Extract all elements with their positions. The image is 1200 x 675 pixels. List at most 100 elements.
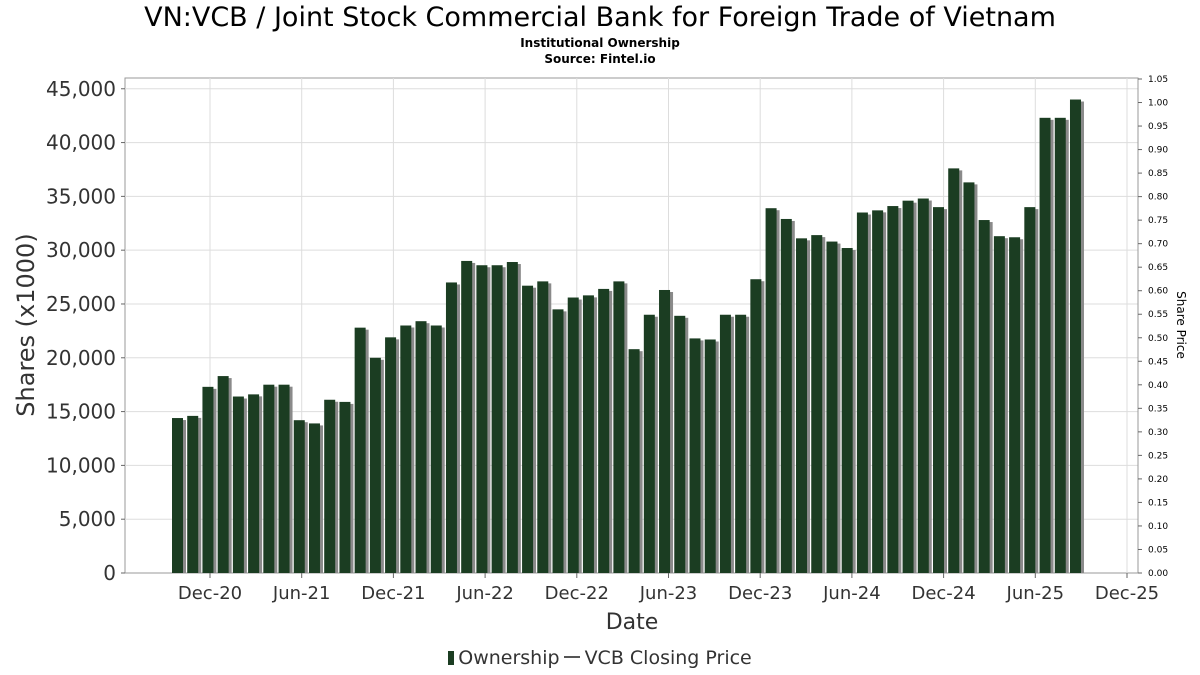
ownership-bar [750, 279, 762, 573]
ownership-bar [993, 236, 1005, 573]
x-tick-label: Dec-22 [545, 583, 609, 604]
ownership-bar [476, 265, 488, 573]
ownership-bar [445, 282, 457, 573]
ownership-bar [567, 297, 579, 573]
y2-tick-label: 0.45 [1148, 357, 1168, 367]
x-tick-label: Jun-22 [455, 583, 514, 604]
ownership-bar [613, 281, 625, 573]
ownership-bar [354, 327, 366, 573]
ownership-bar [232, 396, 244, 573]
ownership-bar [400, 325, 412, 573]
ownership-bar [856, 212, 868, 573]
ownership-bar [826, 241, 838, 573]
ownership-bar [1054, 117, 1066, 573]
ownership-bar [369, 357, 381, 573]
ownership-bar [735, 314, 747, 573]
y2-tick-label: 0.70 [1148, 240, 1168, 250]
y-tick-label: 35,000 [46, 184, 116, 208]
ownership-bar [628, 349, 640, 573]
ownership-bar [172, 418, 183, 573]
ownership-bar [506, 262, 518, 573]
ownership-bar [948, 168, 960, 574]
x-tick-label: Jun-23 [639, 583, 698, 604]
ownership-bar [293, 420, 305, 573]
y-tick-label: 20,000 [46, 346, 116, 370]
ownership-bar [887, 206, 899, 573]
ownership-bar [719, 314, 731, 573]
y2-tick-label: 1.05 [1148, 75, 1168, 85]
ownership-bar [917, 198, 929, 574]
ownership-bar [537, 281, 549, 573]
y2-tick-label: 0.80 [1148, 193, 1168, 203]
ownership-bar [1039, 117, 1051, 573]
y2-tick-label: 0.55 [1148, 310, 1168, 320]
y2-tick-label: 0.85 [1148, 169, 1168, 179]
y2-tick-label: 0.75 [1148, 216, 1168, 226]
x-tick-label: Jun-25 [1006, 583, 1065, 604]
ownership-bar [187, 415, 199, 573]
ownership-bar [491, 265, 503, 573]
y2-tick-label: 0.35 [1148, 404, 1168, 414]
y2-tick-label: 0.05 [1148, 545, 1168, 555]
y-tick-label: 30,000 [46, 238, 116, 262]
ownership-bar [324, 399, 336, 573]
y-tick-label: 40,000 [46, 131, 116, 155]
y2-tick-label: 0.95 [1148, 122, 1168, 132]
ownership-bar [263, 384, 275, 573]
ownership-bar [643, 314, 655, 573]
ownership-bar [963, 182, 975, 573]
ownership-bar [415, 321, 427, 573]
y-tick-label: 15,000 [46, 400, 116, 424]
ownership-bar [689, 338, 701, 573]
x-tick-label: Dec-23 [728, 583, 792, 604]
y2-tick-label: 0.00 [1148, 569, 1168, 579]
y2-axis-label: Share Price [1174, 291, 1188, 359]
x-tick-label: Jun-24 [822, 583, 881, 604]
ownership-bar [1024, 207, 1036, 573]
y2-tick-label: 0.10 [1148, 522, 1168, 532]
y-tick-label: 0 [103, 561, 116, 585]
ownership-bar [796, 238, 808, 573]
ownership-bar [704, 339, 716, 573]
ownership-bar [202, 386, 214, 573]
ownership-bar [841, 248, 853, 574]
ownership-bar [339, 401, 351, 573]
ownership-bar [872, 210, 884, 573]
x-tick-label: Dec-25 [1095, 583, 1159, 604]
ownership-bar [978, 220, 990, 574]
y2-tick-label: 0.60 [1148, 287, 1168, 297]
chart-subtitle: Institutional Ownership [520, 36, 680, 50]
x-tick-label: Dec-24 [911, 583, 975, 604]
y2-tick-label: 0.65 [1148, 263, 1168, 273]
ownership-bar [933, 207, 944, 573]
ownership-bar [430, 325, 442, 573]
y2-tick-label: 0.30 [1148, 428, 1168, 438]
ownership-bar [1069, 99, 1081, 574]
x-tick-label: Dec-21 [361, 583, 425, 604]
y-tick-label: 10,000 [46, 453, 116, 477]
y2-tick-label: 0.20 [1148, 475, 1168, 485]
ownership-bar [780, 218, 792, 573]
ownership-bar [278, 384, 290, 573]
ownership-legend-swatch [448, 651, 455, 665]
y2-tick-label: 0.40 [1148, 381, 1168, 391]
ownership-bar [385, 337, 397, 573]
y2-tick-label: 0.25 [1148, 451, 1168, 461]
chart-legend: Ownership VCB Closing Price [0, 647, 1200, 669]
ownership-bar [552, 309, 564, 573]
ownership-bar [582, 295, 594, 573]
x-tick-label: Jun-21 [272, 583, 331, 604]
legend-ownership-label: Ownership [458, 647, 560, 669]
ownership-bar [461, 260, 473, 573]
legend-price-label: VCB Closing Price [584, 647, 752, 669]
ownership-bar [902, 200, 914, 573]
ownership-bar [308, 423, 320, 573]
y2-tick-label: 1.00 [1148, 99, 1168, 109]
ownership-bar [659, 289, 671, 573]
ownership-bar [811, 235, 823, 573]
x-tick-label: Dec-20 [178, 583, 242, 604]
y2-tick-label: 0.90 [1148, 146, 1168, 156]
y2-tick-label: 0.50 [1148, 334, 1168, 344]
y-tick-label: 45,000 [46, 77, 116, 101]
